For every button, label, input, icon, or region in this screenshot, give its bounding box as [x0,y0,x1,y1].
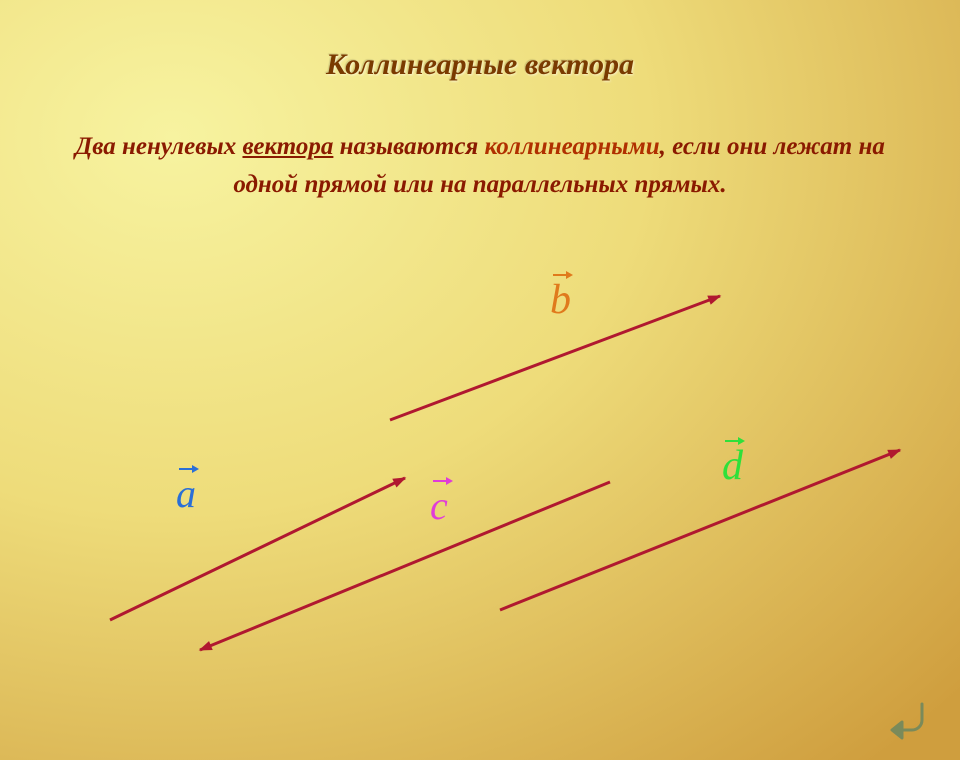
vector-arrow-over-a-icon [178,464,200,474]
vector-label-a-text: a [176,471,196,516]
vector-a [110,478,405,620]
slide-title: Коллинеарные вектора [0,0,960,82]
vectors-svg [0,250,960,690]
vector-arrow-over-b-icon [552,270,574,280]
def-underline: вектора [242,133,333,160]
vector-label-a: a [176,470,196,517]
return-button[interactable] [880,694,936,740]
vector-c [200,482,610,650]
vector-arrow-over-c-icon [432,476,454,486]
def-part1: Два ненулевых [75,133,242,160]
vector-d [500,450,900,610]
def-part2: называются [333,133,484,160]
vector-label-d-text: d [722,443,743,489]
vector-label-b-text: b [550,277,571,323]
vector-label-b: b [550,276,571,324]
definition-text: Два ненулевых вектора называются коллине… [50,128,910,203]
return-icon [880,694,936,740]
vectors-diagram: a b c d [0,250,960,690]
vector-label-c-text: c [430,483,448,528]
vector-arrow-over-d-icon [724,436,746,446]
def-collinear: коллинеарными [485,133,660,160]
vector-label-c: c [430,482,448,529]
vector-label-d: d [722,442,743,490]
